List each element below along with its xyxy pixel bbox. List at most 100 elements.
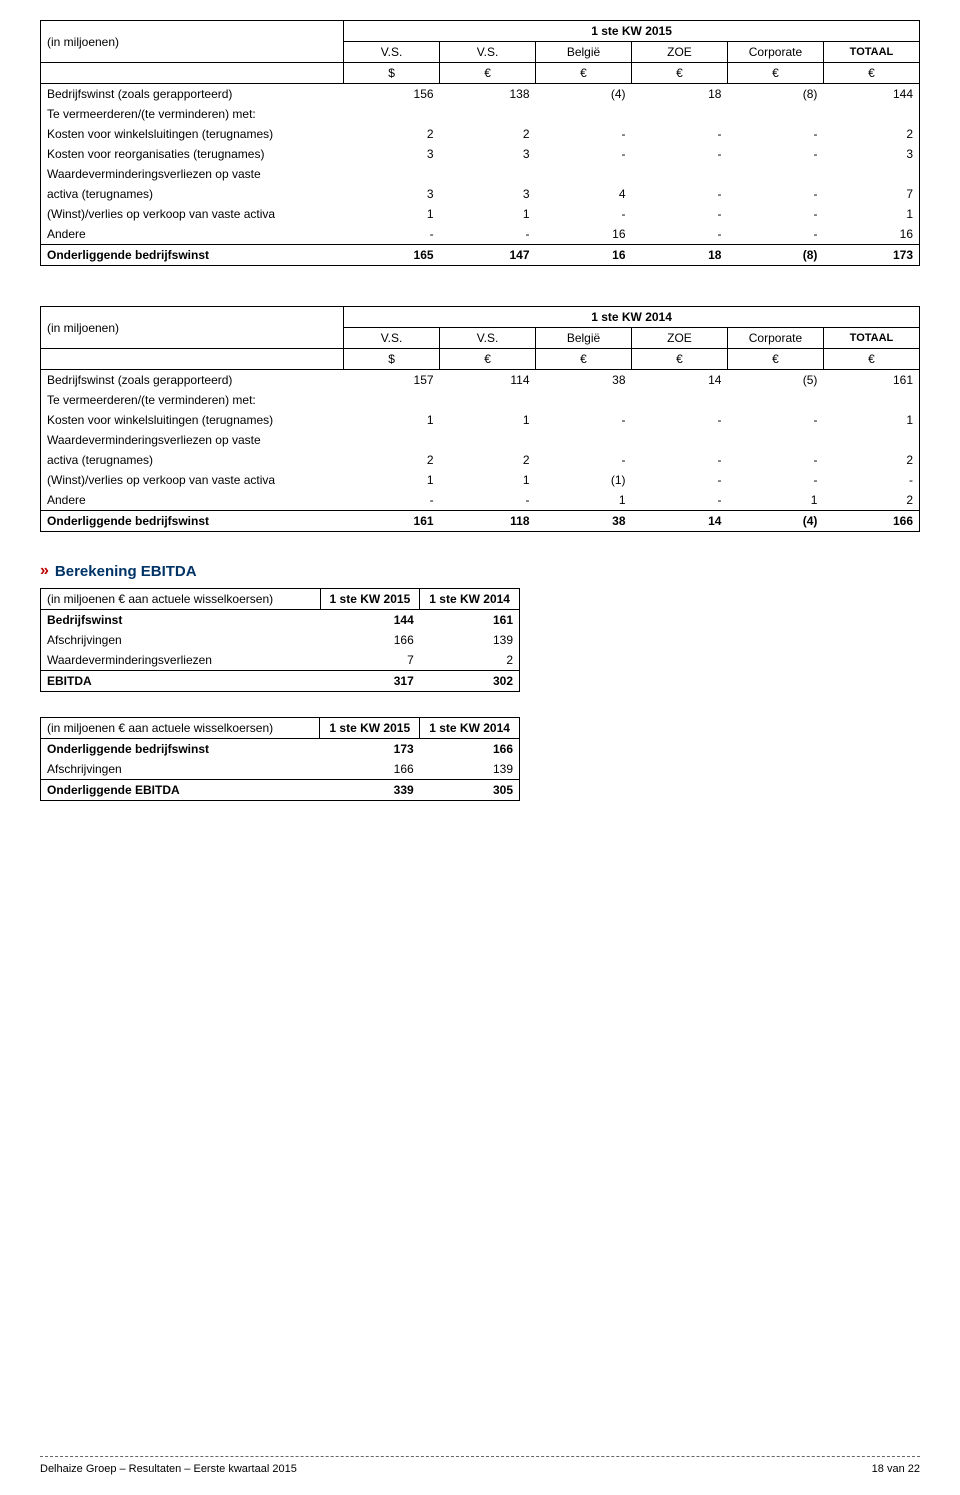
cell: 4 xyxy=(536,184,632,204)
cell: - xyxy=(727,470,823,490)
cell: - xyxy=(632,204,728,224)
col-corporate: Corporate xyxy=(727,328,823,349)
cell xyxy=(536,104,632,124)
cell: 147 xyxy=(440,245,536,266)
col-belgie: België xyxy=(536,328,632,349)
cell: 139 xyxy=(420,759,520,780)
table-q1-2014: (in miljoenen) 1 ste KW 2014 V.S. V.S. B… xyxy=(40,306,920,532)
cell: - xyxy=(823,470,919,490)
cell: - xyxy=(536,124,632,144)
cell: - xyxy=(536,144,632,164)
cell: 1 xyxy=(536,490,632,511)
currency-label: € xyxy=(727,63,823,84)
cell: - xyxy=(440,224,536,245)
cell xyxy=(632,104,728,124)
cell xyxy=(344,430,440,450)
cell: (4) xyxy=(536,84,632,105)
col-vs-usd: V.S. xyxy=(344,42,440,63)
cell: - xyxy=(536,450,632,470)
cell: 3 xyxy=(440,184,536,204)
table-caption: (in miljoenen) xyxy=(41,21,344,63)
cell: 16 xyxy=(823,224,919,245)
cell: 2 xyxy=(823,450,919,470)
cell: 161 xyxy=(823,370,919,391)
row-label: Onderliggende bedrijfswinst xyxy=(41,511,344,532)
currency-label: € xyxy=(440,63,536,84)
cell xyxy=(632,164,728,184)
cell: (5) xyxy=(727,370,823,391)
cell: 139 xyxy=(420,630,520,650)
row-label: Waardeverminderingsverliezen op vaste xyxy=(41,164,344,184)
cell: 173 xyxy=(823,245,919,266)
cell: 16 xyxy=(536,224,632,245)
cell: 166 xyxy=(320,630,420,650)
cell: 2 xyxy=(823,490,919,511)
row-label: (Winst)/verlies op verkoop van vaste act… xyxy=(41,470,344,490)
table-caption: (in miljoenen) xyxy=(41,307,344,349)
cell: 2 xyxy=(823,124,919,144)
cell: 14 xyxy=(632,511,728,532)
cell: 138 xyxy=(440,84,536,105)
cell: 2 xyxy=(344,124,440,144)
cell xyxy=(440,390,536,410)
cell: (1) xyxy=(536,470,632,490)
row-label: Onderliggende EBITDA xyxy=(41,780,320,801)
cell xyxy=(823,104,919,124)
section-heading: Berekening EBITDA xyxy=(55,563,197,580)
cell: 3 xyxy=(344,184,440,204)
cell: 166 xyxy=(823,511,919,532)
cell: - xyxy=(727,124,823,144)
cell xyxy=(344,164,440,184)
table-caption: (in miljoenen € aan actuele wisselkoerse… xyxy=(41,718,320,739)
cell: 118 xyxy=(440,511,536,532)
cell: 16 xyxy=(536,245,632,266)
col-zoe: ZOE xyxy=(632,328,728,349)
cell xyxy=(344,390,440,410)
cell xyxy=(440,430,536,450)
cell xyxy=(727,164,823,184)
cell: (8) xyxy=(727,84,823,105)
cell: - xyxy=(536,204,632,224)
period-title: 1 ste KW 2014 xyxy=(344,307,920,328)
cell xyxy=(727,104,823,124)
cell: - xyxy=(632,490,728,511)
cell: 1 xyxy=(344,410,440,430)
currency-label: € xyxy=(823,349,919,370)
footer-left: Delhaize Groep – Resultaten – Eerste kwa… xyxy=(40,1463,297,1475)
cell: 1 xyxy=(344,470,440,490)
col-zoe: ZOE xyxy=(632,42,728,63)
section-title-ebitda: » Berekening EBITDA xyxy=(40,562,920,580)
period-title: 1 ste KW 2015 xyxy=(344,21,920,42)
cell xyxy=(823,390,919,410)
cell: 165 xyxy=(344,245,440,266)
row-label: Waardeverminderingsverliezen op vaste xyxy=(41,430,344,450)
cell: 1 xyxy=(440,204,536,224)
row-label: activa (terugnames) xyxy=(41,184,344,204)
cell: 7 xyxy=(320,650,420,671)
cell: - xyxy=(632,470,728,490)
cell: 302 xyxy=(420,671,520,692)
cell xyxy=(727,430,823,450)
cell: 18 xyxy=(632,245,728,266)
col-vs-eur: V.S. xyxy=(440,328,536,349)
cell: 144 xyxy=(320,610,420,631)
cell: 157 xyxy=(344,370,440,391)
cell: - xyxy=(727,450,823,470)
cell: (8) xyxy=(727,245,823,266)
cell: 317 xyxy=(320,671,420,692)
cell: 1 xyxy=(344,204,440,224)
cell xyxy=(727,390,823,410)
cell: 7 xyxy=(823,184,919,204)
cell: - xyxy=(727,410,823,430)
currency-label: € xyxy=(440,349,536,370)
row-label: (Winst)/verlies op verkoop van vaste act… xyxy=(41,204,344,224)
cell xyxy=(440,104,536,124)
cell xyxy=(823,430,919,450)
cell: 38 xyxy=(536,511,632,532)
cell: 161 xyxy=(344,511,440,532)
cell: 173 xyxy=(320,739,420,760)
row-label: Te vermeerderen/(te verminderen) met: xyxy=(41,390,344,410)
cell: 2 xyxy=(440,450,536,470)
row-label: Bedrijfswinst (zoals gerapporteerd) xyxy=(41,370,344,391)
currency-label: € xyxy=(727,349,823,370)
